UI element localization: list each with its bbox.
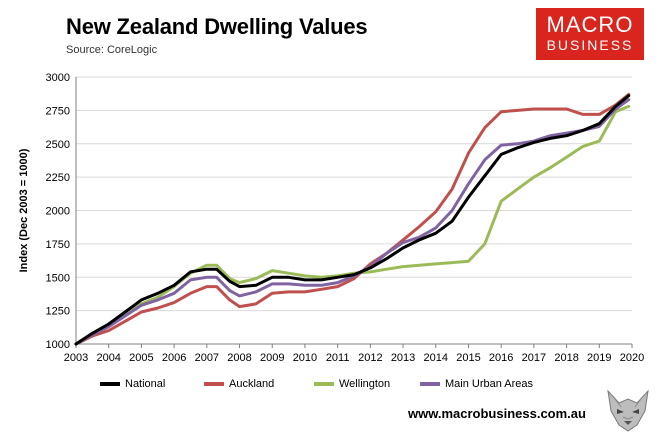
macrobusiness-logo: MACRO BUSINESS [536,8,644,60]
series-line-national [74,94,631,346]
x-tick-label: 2008 [227,352,251,364]
x-tick-label: 2020 [620,352,644,364]
legend-item-main-urban-areas: Main Urban Areas [420,378,533,390]
legend-item-auckland: Auckland [204,378,274,390]
x-tick-label: 2010 [293,352,317,364]
legend-label-national: National [125,378,166,390]
series-lines [74,92,631,346]
wolf-logo-icon [607,389,649,432]
y-tick-label: 2750 [46,105,70,117]
x-tick-label: 2012 [358,352,382,364]
legend-item-wellington: Wellington [314,378,390,390]
y-tick-label: 1000 [46,339,70,351]
y-axis-title: Index (Dec 2003 = 1000) [18,148,30,272]
x-tick-label: 2015 [456,352,480,364]
x-tick-label: 2016 [489,352,513,364]
footer-url: www.macrobusiness.com.au [408,406,586,421]
y-tick-label: 1750 [46,239,70,251]
legend-swatch-national [100,382,120,386]
x-tick-label: 2006 [162,352,186,364]
x-tick-label: 2018 [554,352,578,364]
x-tick-label: 2019 [587,352,611,364]
series-line-auckland [74,92,631,346]
y-tick-label: 1250 [46,306,70,318]
chart-source: Source: CoreLogic [66,44,158,56]
tick-labels: 1000 1250 1500 1750 2000 2250 2500 2750 3000 2003… [18,72,644,364]
chart-title: New Zealand Dwelling Values [66,14,368,39]
legend-swatch-wellington [314,382,334,386]
y-tick-label: 3000 [46,72,70,84]
logo-line1: MACRO [546,12,634,37]
x-tick-label: 2007 [195,352,219,364]
y-tick-label: 2250 [46,172,70,184]
x-tick-label: 2005 [129,352,153,364]
y-tick-label: 2000 [46,206,70,218]
y-tick-label: 2500 [46,139,70,151]
x-tick-label: 2014 [424,352,448,364]
x-tick-label: 2013 [391,352,415,364]
legend-label-auckland: Auckland [229,378,275,390]
axes [75,77,633,348]
legend-swatch-main-urban-areas [420,382,440,386]
legend-item-national: National [100,378,165,390]
logo-line2: BUSINESS [546,37,634,53]
x-tick-label: 2011 [326,352,350,364]
legend-label-main-urban-areas: Main Urban Areas [445,378,534,390]
x-tick-label: 2009 [260,352,284,364]
x-tick-label: 2017 [522,352,546,364]
chart-legend: National Auckland Wellington Main Urban … [100,378,560,396]
x-tick-label: 2003 [64,352,88,364]
x-tick-label: 2004 [96,352,120,364]
legend-swatch-auckland [204,382,224,386]
y-tick-label: 1500 [46,272,70,284]
legend-label-wellington: Wellington [339,378,391,390]
